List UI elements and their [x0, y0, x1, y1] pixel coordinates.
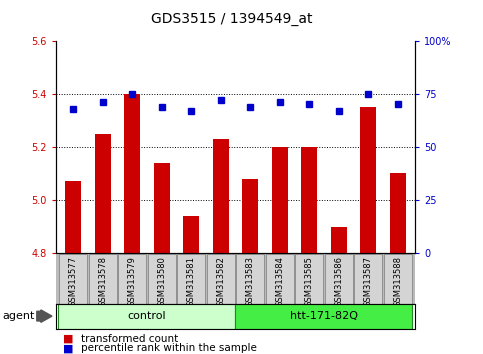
Text: GSM313580: GSM313580 [157, 256, 166, 307]
Bar [301, 147, 317, 253]
FancyBboxPatch shape [266, 253, 294, 304]
FancyBboxPatch shape [236, 304, 412, 329]
Text: GSM313579: GSM313579 [128, 256, 137, 307]
Text: GDS3515 / 1394549_at: GDS3515 / 1394549_at [151, 12, 313, 27]
Bar [360, 107, 376, 253]
Text: GSM313587: GSM313587 [364, 256, 373, 307]
Bar [242, 179, 258, 253]
FancyBboxPatch shape [207, 253, 235, 304]
Bar [154, 163, 170, 253]
Bar [213, 139, 229, 253]
FancyBboxPatch shape [295, 253, 323, 304]
FancyBboxPatch shape [384, 253, 412, 304]
FancyBboxPatch shape [325, 253, 353, 304]
Text: GSM313586: GSM313586 [334, 256, 343, 307]
Bar [95, 133, 111, 253]
FancyBboxPatch shape [118, 253, 146, 304]
Bar [183, 216, 199, 253]
Text: GSM313577: GSM313577 [69, 256, 78, 307]
Bar [390, 173, 406, 253]
FancyBboxPatch shape [236, 253, 264, 304]
Bar [124, 94, 141, 253]
FancyBboxPatch shape [59, 253, 87, 304]
Text: htt-171-82Q: htt-171-82Q [290, 312, 358, 321]
Text: transformed count: transformed count [81, 334, 178, 344]
Text: GSM313583: GSM313583 [246, 256, 255, 307]
FancyArrow shape [37, 310, 52, 322]
Text: GSM313584: GSM313584 [275, 256, 284, 307]
Text: ■: ■ [63, 334, 73, 344]
FancyBboxPatch shape [88, 253, 117, 304]
FancyBboxPatch shape [177, 253, 205, 304]
FancyBboxPatch shape [58, 304, 236, 329]
Bar [330, 227, 347, 253]
Text: GSM313588: GSM313588 [393, 256, 402, 307]
FancyBboxPatch shape [148, 253, 176, 304]
Text: GSM313585: GSM313585 [305, 256, 313, 307]
Bar [271, 147, 288, 253]
Text: agent: agent [2, 312, 35, 321]
FancyBboxPatch shape [354, 253, 383, 304]
Text: GSM313578: GSM313578 [98, 256, 107, 307]
Bar [65, 181, 81, 253]
Text: GSM313581: GSM313581 [187, 256, 196, 307]
Text: ■: ■ [63, 343, 73, 353]
Text: GSM313582: GSM313582 [216, 256, 225, 307]
Text: percentile rank within the sample: percentile rank within the sample [81, 343, 257, 353]
Text: control: control [128, 312, 166, 321]
